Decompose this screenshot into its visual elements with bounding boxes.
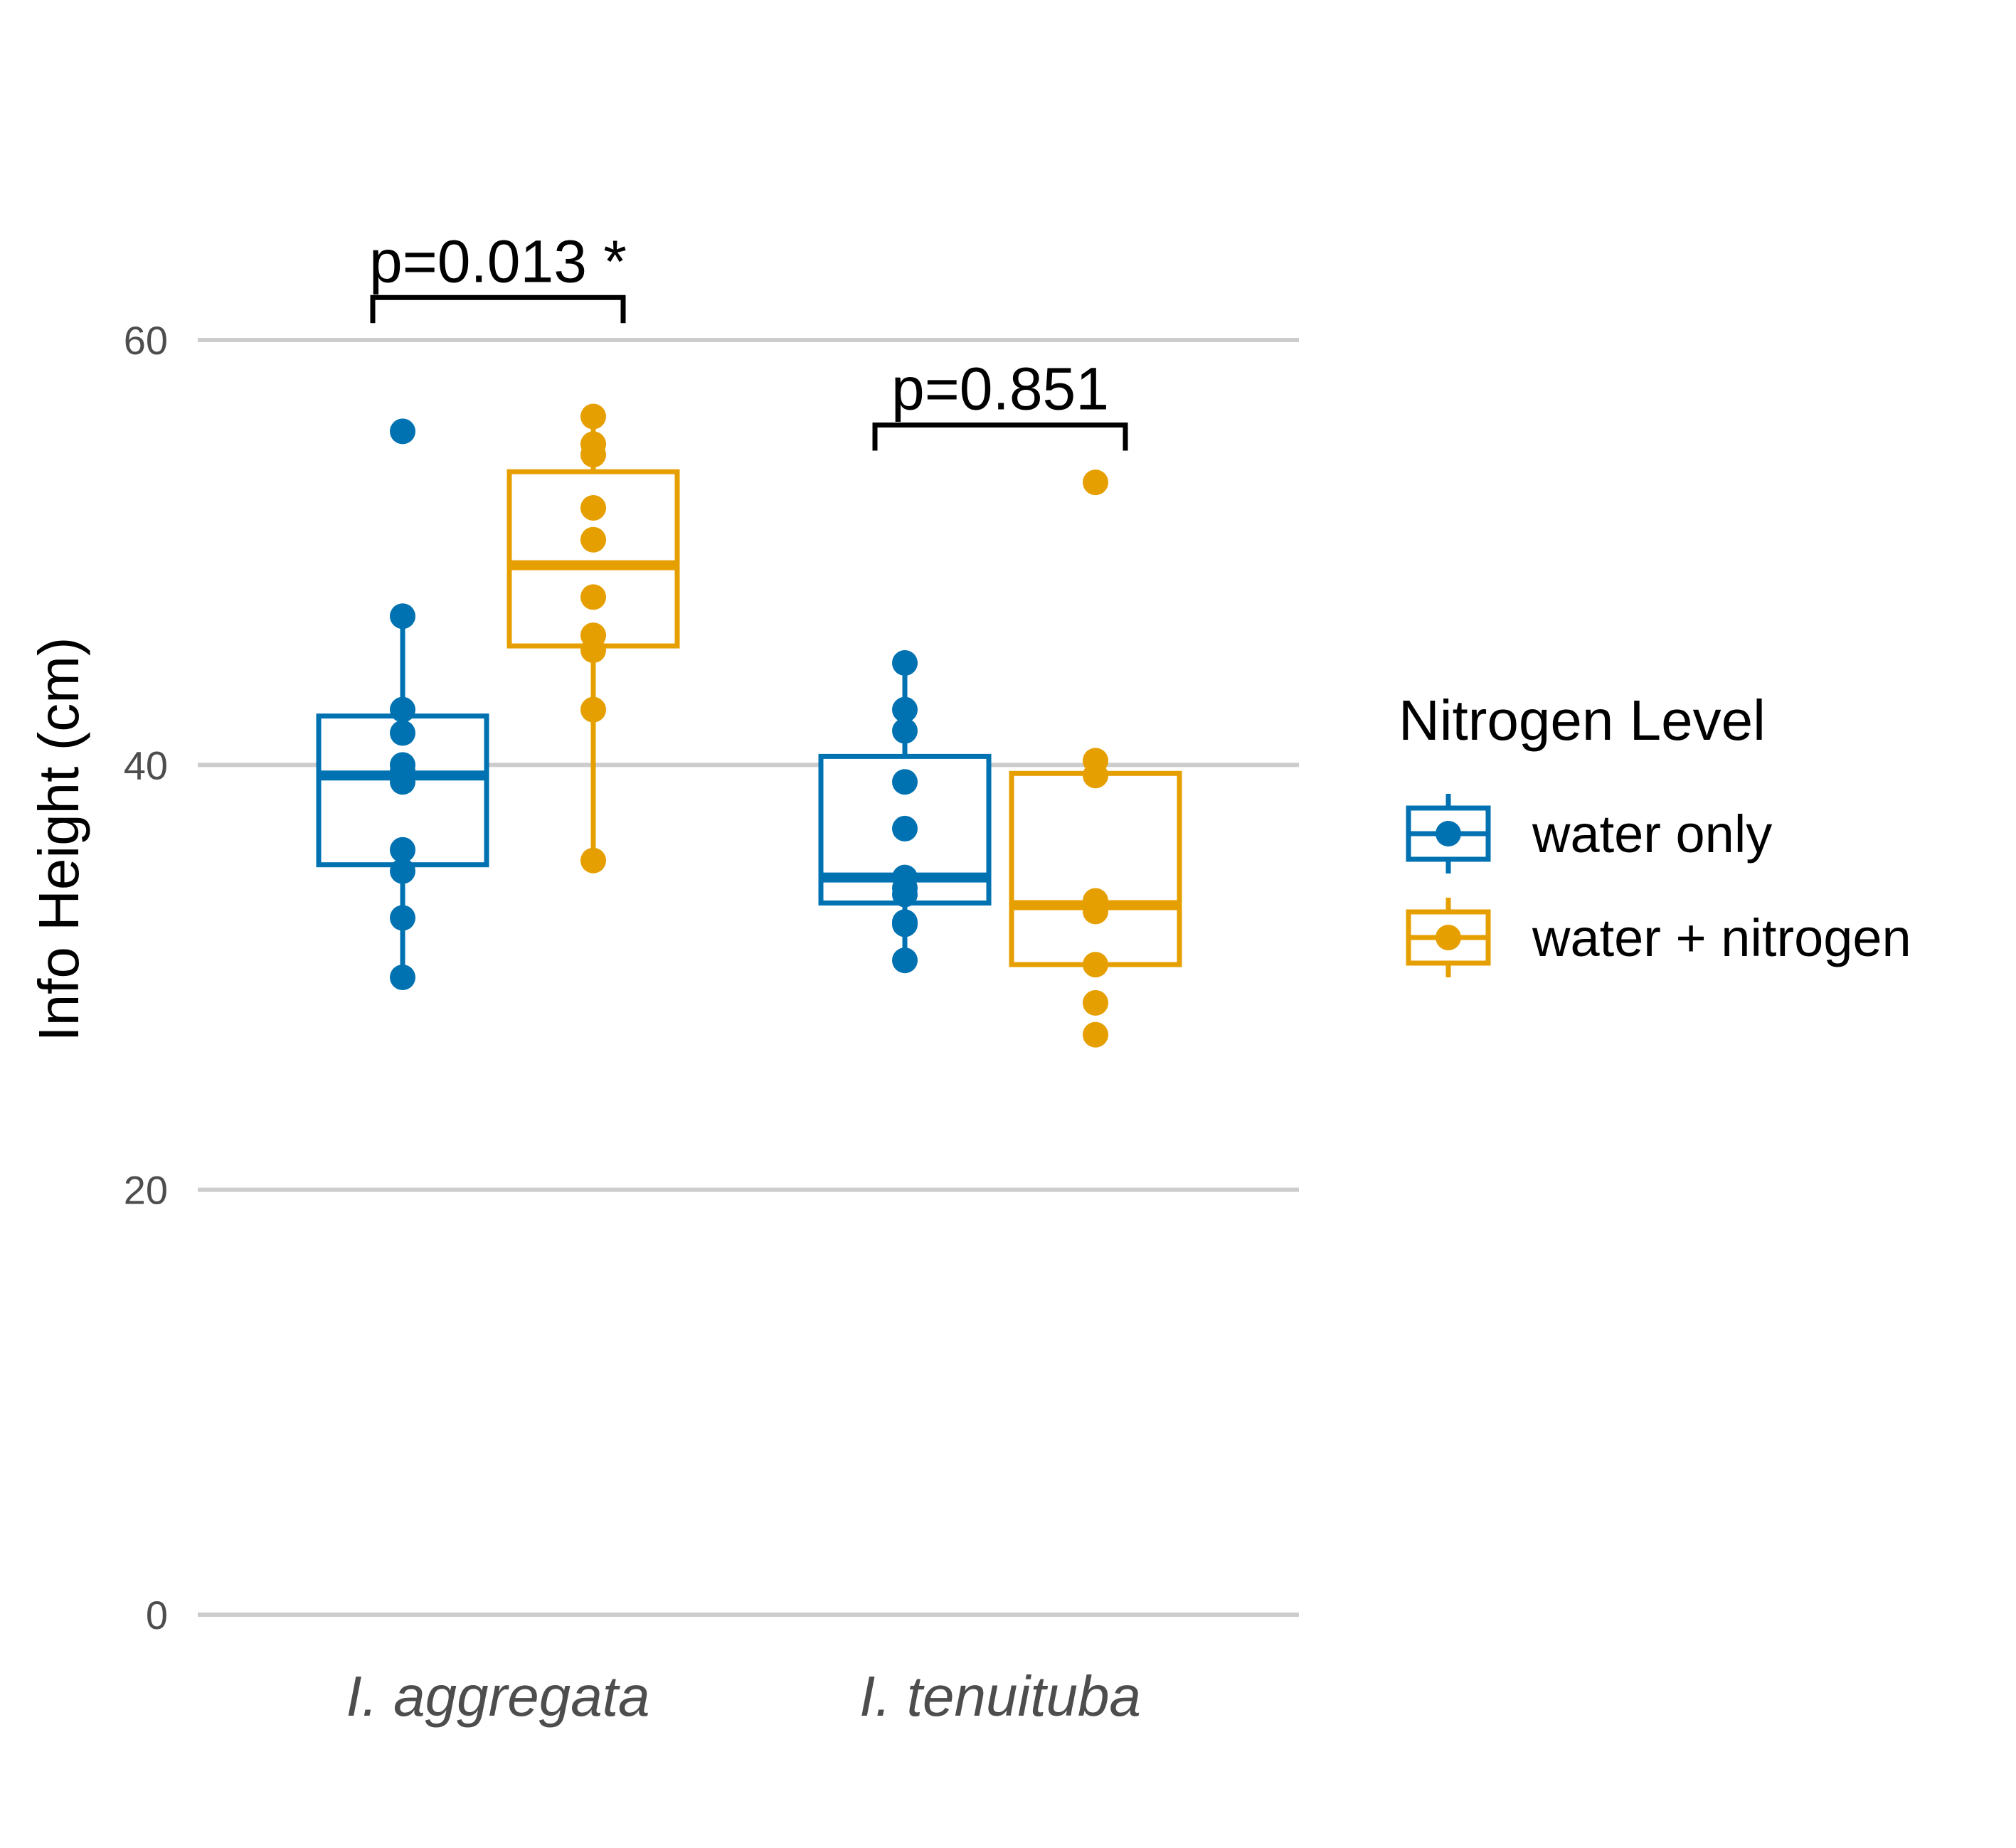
data-point	[390, 769, 415, 795]
data-point	[390, 720, 415, 746]
legend-label: water only	[1532, 804, 1772, 864]
legend-key-point	[1436, 821, 1461, 846]
y-tick-label: 0	[146, 1593, 168, 1637]
grid-lines	[198, 338, 1299, 1617]
data-point	[390, 603, 415, 630]
data-point	[580, 637, 606, 664]
x-axis-labels: I. aggregata I. tenuituba	[346, 1664, 1141, 1728]
bracket-line	[370, 294, 626, 324]
data-point	[390, 858, 415, 884]
data-point	[892, 696, 918, 723]
data-point	[892, 881, 918, 908]
legend-key-point	[1436, 925, 1461, 950]
p-value-label: p=0.851	[891, 355, 1109, 422]
data-point	[390, 965, 415, 990]
significance-annotations: p=0.013 * p=0.851	[369, 228, 1128, 451]
data-point	[390, 418, 415, 445]
legend-title: Nitrogen Level	[1399, 689, 1766, 752]
y-tick-label: 40	[124, 743, 168, 787]
data-points	[390, 403, 1108, 1048]
boxes	[316, 416, 1182, 977]
bracket-line	[872, 422, 1128, 451]
data-point	[892, 815, 918, 841]
data-point	[580, 403, 606, 430]
box	[1009, 760, 1182, 967]
x-tick-label: I. tenuituba	[859, 1664, 1141, 1728]
data-point	[1083, 989, 1108, 1016]
legend-entries: water only water + nitrogen	[1406, 794, 1911, 977]
legend: Nitrogen Level water only water + nitroge…	[1399, 689, 1911, 977]
y-axis-title: Info Height (cm)	[27, 637, 90, 1041]
data-point	[892, 769, 918, 795]
significance-bracket: p=0.013 *	[369, 228, 627, 324]
data-point	[580, 494, 606, 521]
y-tick-label: 20	[124, 1168, 168, 1213]
y-axis-ticks: 0 20 40 60	[124, 318, 168, 1637]
legend-label: water + nitrogen	[1532, 908, 1911, 967]
data-point	[580, 584, 606, 610]
data-point	[1083, 952, 1108, 978]
data-point	[580, 847, 606, 873]
data-point	[1083, 763, 1108, 789]
x-tick-label: I. aggregata	[346, 1664, 650, 1728]
data-point	[580, 442, 606, 468]
legend-key	[1406, 794, 1491, 873]
significance-bracket: p=0.851	[872, 355, 1128, 451]
p-value-label: p=0.013 *	[369, 228, 627, 294]
data-point	[892, 649, 918, 676]
data-point	[1083, 469, 1108, 496]
data-point	[1083, 1021, 1108, 1048]
box-body	[1009, 770, 1182, 967]
data-point	[390, 696, 415, 723]
legend-entry: water only	[1406, 794, 1772, 873]
data-point	[580, 696, 606, 723]
data-point	[892, 718, 918, 744]
legend-key	[1406, 898, 1491, 977]
data-point	[892, 947, 918, 974]
data-point	[390, 905, 415, 931]
legend-entry: water + nitrogen	[1406, 898, 1911, 977]
data-point	[892, 911, 918, 938]
data-point	[580, 526, 606, 553]
y-tick-label: 60	[124, 318, 168, 363]
data-point	[390, 837, 415, 863]
data-point	[1083, 898, 1108, 925]
